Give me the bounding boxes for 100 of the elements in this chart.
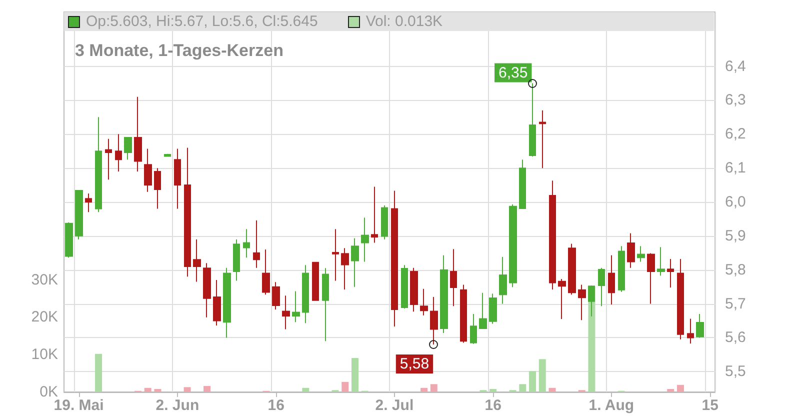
candlestick [608, 254, 615, 305]
candlestick [332, 228, 339, 282]
annotation: 5,58 [400, 356, 430, 372]
candlestick [460, 284, 467, 344]
x-tick-label: 16 [484, 397, 502, 414]
bar [184, 387, 191, 392]
x-tick-label: 2. Jul [375, 397, 414, 414]
candlestick [262, 249, 270, 296]
candlestick [568, 243, 576, 296]
candlestick [223, 267, 231, 338]
y-tick-label: 6,2 [725, 126, 746, 143]
annotation: Op:5.603, Hi:5.67, Lo:5.6, Cl:5.645 [86, 13, 318, 30]
x-tick-label: 1. Aug [588, 397, 634, 414]
candlestick [687, 318, 694, 344]
annotation: 6,35 [498, 64, 528, 82]
candlestick [371, 186, 378, 244]
candlestick [193, 238, 201, 282]
bar [490, 389, 497, 392]
y-tick-label: 5,7 [725, 295, 746, 312]
x-tick-label: 16 [268, 397, 284, 414]
candlestick [184, 147, 191, 278]
candlestick [627, 232, 635, 268]
bar [548, 388, 556, 392]
y-tick-label: 6,1 [725, 160, 746, 177]
candlestick [95, 116, 102, 213]
candlestick [233, 238, 240, 282]
bar [95, 354, 102, 392]
candlestick [213, 280, 221, 326]
candlestick [499, 256, 507, 304]
candlestick [519, 159, 526, 210]
bar [519, 384, 526, 392]
candlestick [588, 284, 595, 317]
y2-tick-label: 20K [31, 308, 58, 326]
candlestick [124, 137, 132, 160]
candlestick [144, 148, 152, 192]
x-tick-label: 2. Jun [156, 397, 200, 414]
annotation: Vol: 0.013K [366, 13, 443, 30]
candlestick [450, 248, 457, 307]
candlestick [312, 262, 319, 301]
candlestick [647, 252, 655, 304]
candlestick [420, 288, 428, 316]
info-panel: Op:5.603, Hi:5.67, Lo:5.6, Cl:5.645 Vol: 0.013K [64, 12, 714, 31]
bar [420, 388, 428, 392]
y2-tick-label: 10K [31, 346, 58, 364]
candlestick [341, 248, 349, 290]
candlestick [351, 238, 359, 288]
candlestick [243, 228, 250, 258]
candlestick [578, 284, 586, 321]
candlestick [174, 148, 181, 210]
bar [342, 382, 349, 392]
candlestick [253, 220, 260, 268]
candlestick [391, 190, 398, 328]
candlestick [292, 290, 300, 323]
candlestick [667, 258, 674, 288]
candlestick [401, 264, 408, 310]
candlestick [154, 168, 161, 210]
candlestick [134, 96, 142, 172]
y-tick-label: 5,6 [725, 329, 746, 346]
candlestick [164, 153, 171, 157]
candlestick [696, 313, 704, 338]
x-tick-label: 15 [702, 397, 718, 414]
bar [204, 386, 211, 392]
candlestick [470, 313, 477, 344]
text: 3 Monate, 1-Tages-Kerzen [75, 41, 284, 60]
bar [676, 384, 684, 392]
bar [144, 388, 152, 392]
candlestick [479, 292, 487, 330]
bar [538, 359, 546, 392]
bar [430, 384, 438, 392]
candlestick [105, 138, 112, 180]
candlestick [115, 134, 122, 172]
candlestick [75, 190, 83, 240]
candlestick [85, 193, 92, 213]
candlestick [302, 264, 309, 324]
candlestick [509, 204, 517, 288]
y-tick-label: 5,8 [725, 261, 746, 278]
candlestick [381, 204, 388, 240]
y-tick-label: 6,4 [725, 58, 746, 75]
bar [351, 358, 358, 392]
bar [302, 388, 310, 392]
bar [154, 389, 162, 392]
candlestick [558, 278, 566, 320]
candlestick [677, 258, 684, 340]
candlestick [637, 246, 645, 262]
candlestick [489, 293, 497, 324]
y-tick-label: 6,3 [725, 92, 746, 109]
candlestick [322, 268, 329, 342]
candlestick [361, 217, 369, 262]
candlestick [440, 254, 448, 334]
candlestick [539, 110, 546, 169]
candlestick [410, 267, 418, 312]
candlestick [657, 246, 665, 276]
y-tick-label: 6,0 [725, 194, 746, 210]
bar [529, 371, 536, 392]
y-tick-label: 5,5 [725, 363, 746, 380]
candlestick [65, 222, 73, 258]
candlestick [272, 282, 280, 310]
y2-tick-label: 30K [31, 271, 58, 288]
candlestick [618, 246, 625, 292]
y-tick-label: 5,9 [725, 227, 746, 244]
